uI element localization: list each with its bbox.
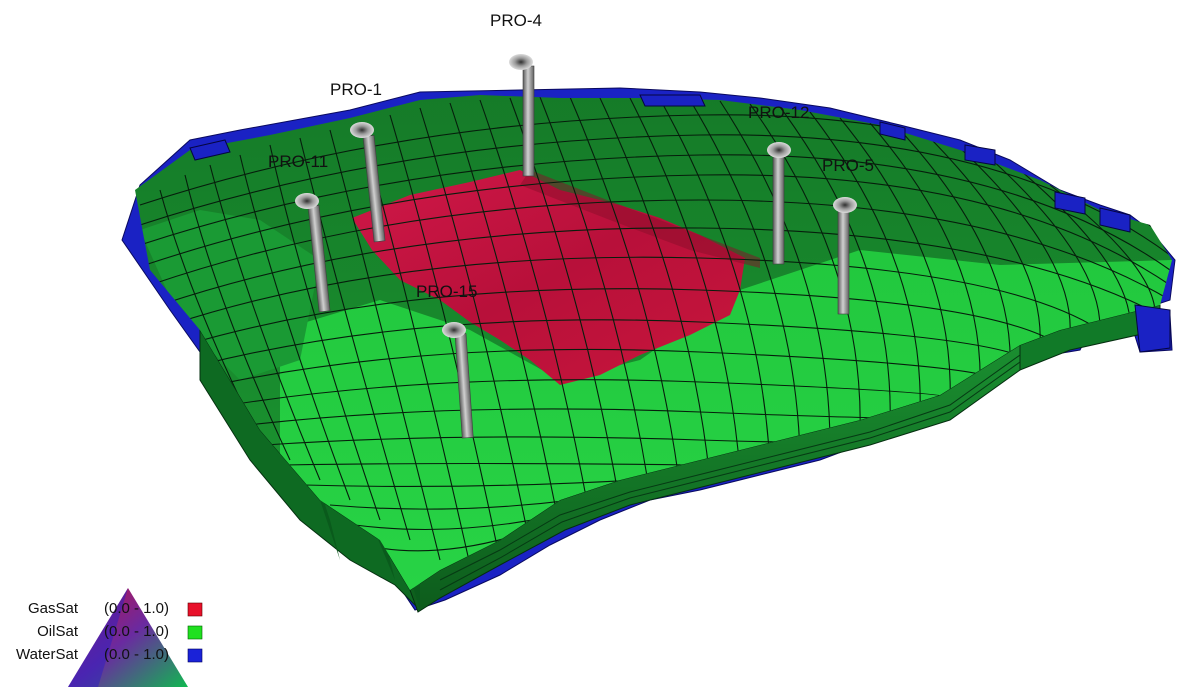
legend-swatch-gas (187, 602, 203, 617)
legend-swatch-water (187, 648, 203, 663)
well-pro-15[interactable]: PRO-15 (416, 282, 477, 439)
wells[interactable]: PRO-4 PRO-1 PRO-11 PRO-12 PRO-5 PRO-15 (268, 11, 874, 439)
legend-entry-water: WaterSat (0.0 - 1.0) (16, 646, 203, 663)
legend-entry-oil: OilSat (0.0 - 1.0) (37, 623, 203, 640)
legend-swatch-oil (187, 625, 203, 640)
legend-entry-gas: GasSat (0.0 - 1.0) (28, 600, 203, 617)
well-label-pro-12: PRO-12 (748, 103, 809, 122)
legend-range-water: (0.0 - 1.0) (104, 646, 169, 663)
well-pro-11[interactable]: PRO-11 (268, 152, 331, 313)
legend-label-gas: GasSat (28, 600, 79, 617)
well-pro-1[interactable]: PRO-1 (330, 80, 386, 243)
legend-range-oil: (0.0 - 1.0) (104, 623, 169, 640)
well-label-pro-1: PRO-1 (330, 80, 382, 99)
legend-label-water: WaterSat (16, 646, 79, 663)
well-pro-5[interactable]: PRO-5 (822, 156, 874, 315)
well-pro-4[interactable]: PRO-4 (490, 11, 542, 177)
legend-range-gas: (0.0 - 1.0) (104, 600, 169, 617)
well-label-pro-5: PRO-5 (822, 156, 874, 175)
well-pro-12[interactable]: PRO-12 (748, 103, 809, 265)
well-label-pro-11: PRO-11 (268, 152, 328, 171)
well-label-pro-4: PRO-4 (490, 11, 542, 30)
water-rim-blocks (189, 94, 1171, 353)
well-label-pro-15: PRO-15 (416, 282, 477, 301)
legend-label-oil: OilSat (37, 623, 79, 640)
saturation-legend: GasSat (0.0 - 1.0) OilSat (0.0 - 1.0) Wa… (16, 588, 203, 687)
